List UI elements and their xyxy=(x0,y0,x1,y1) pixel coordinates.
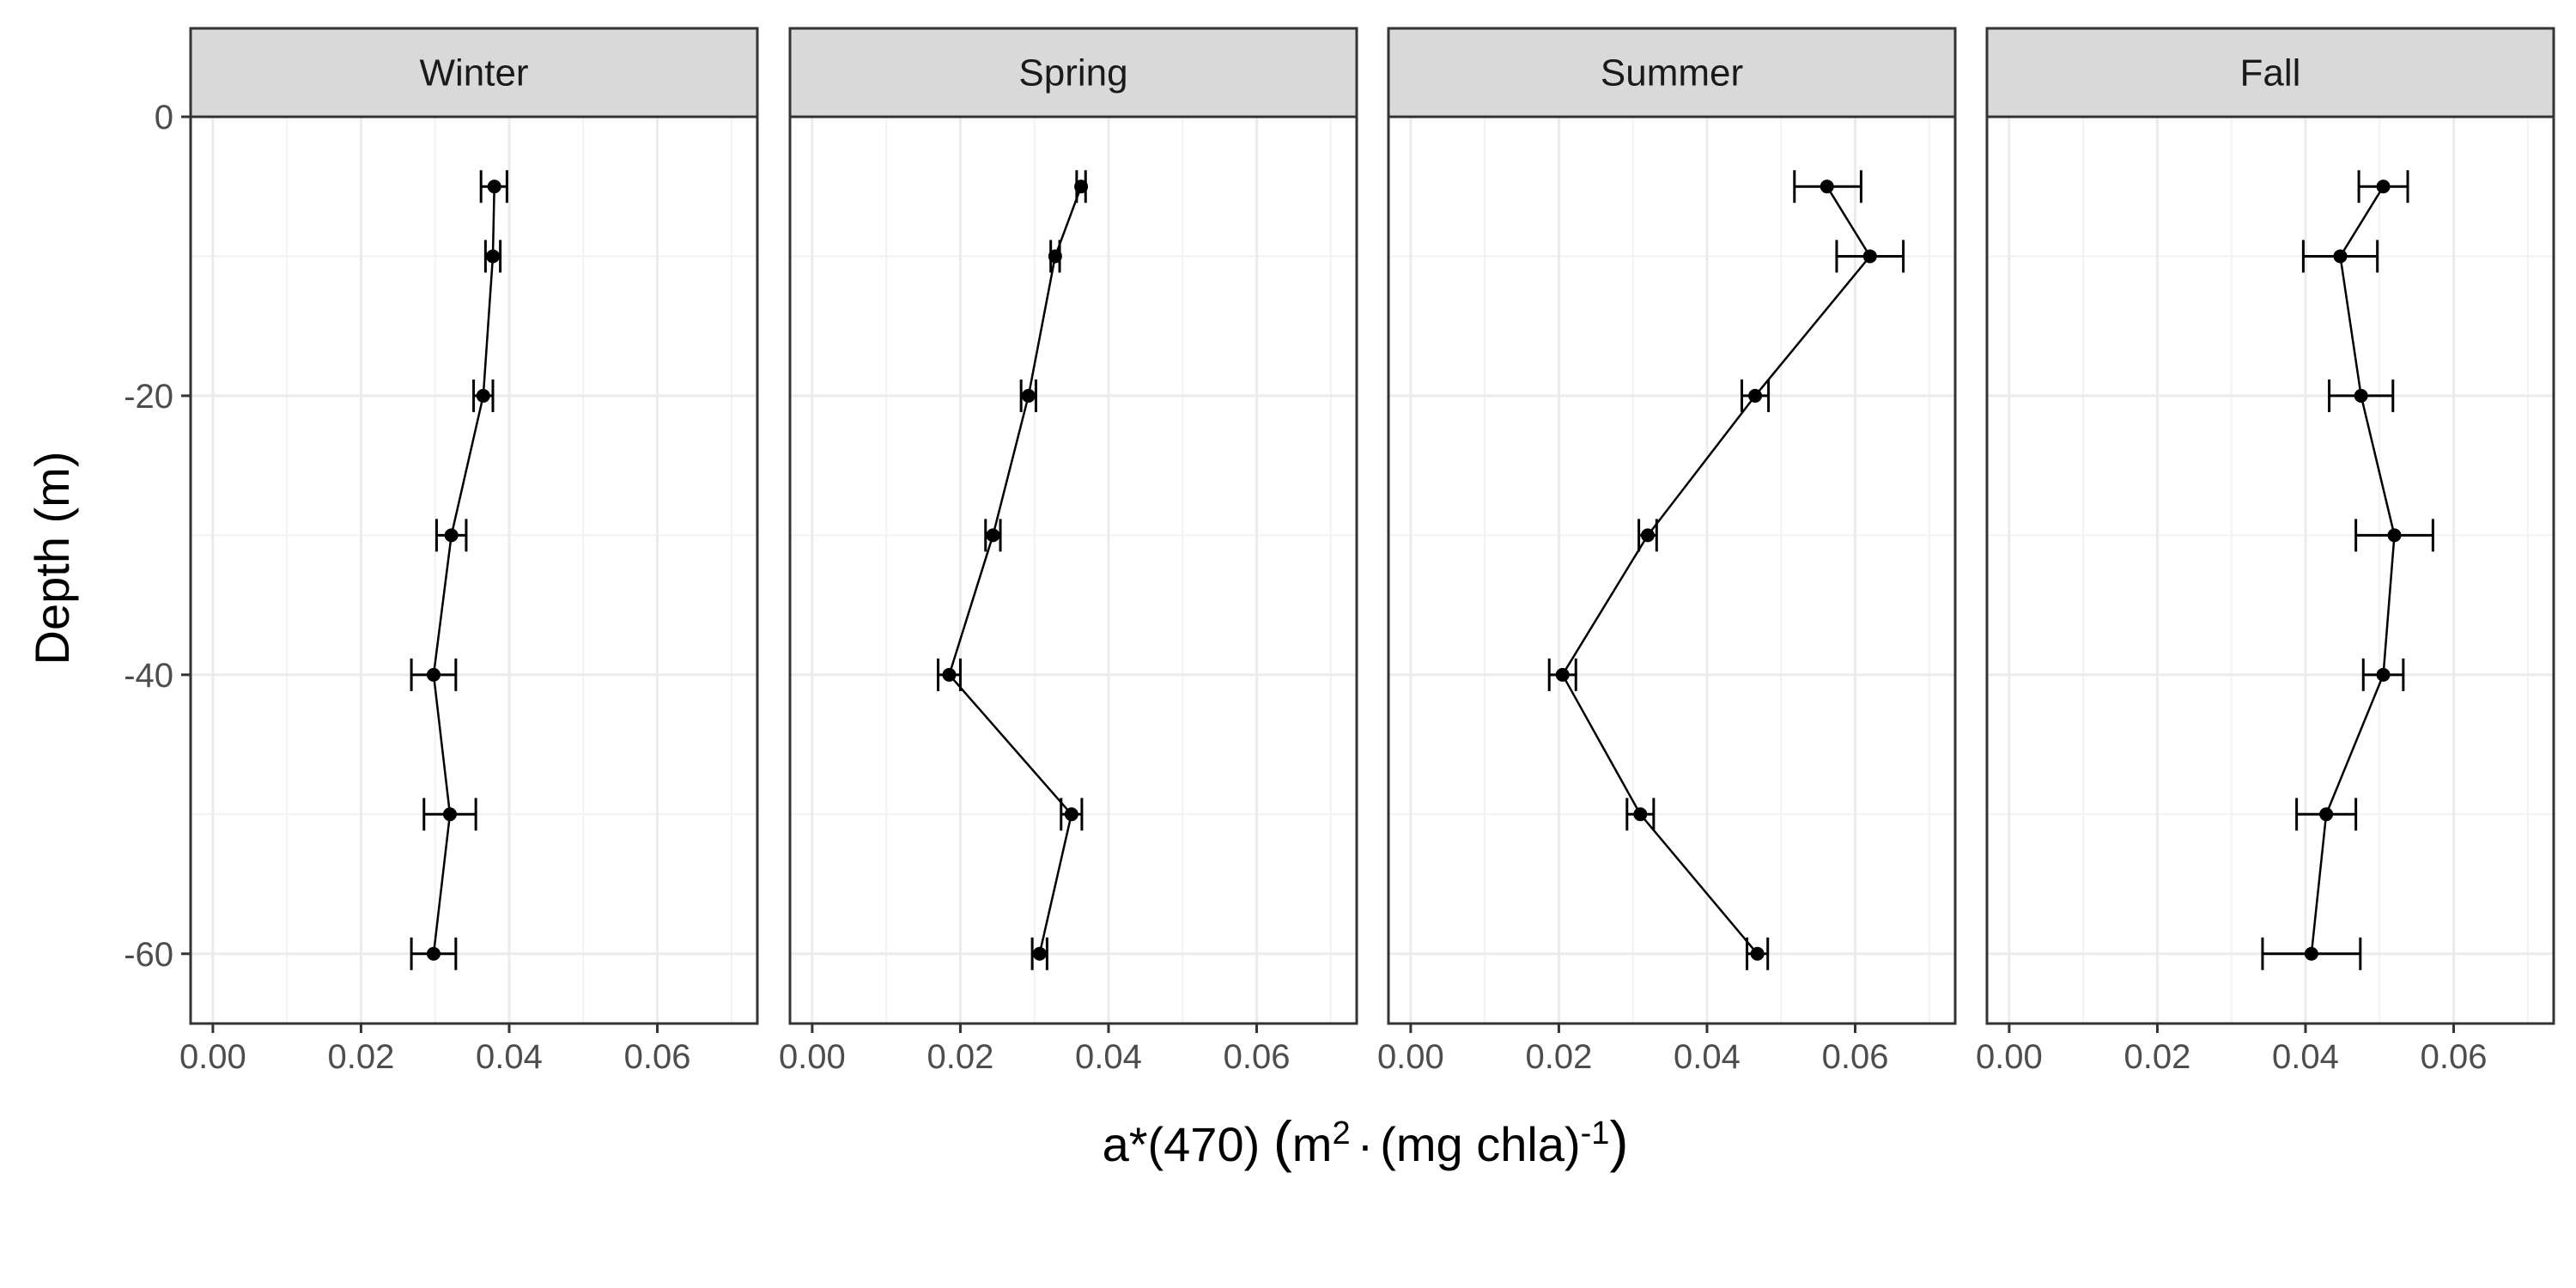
data-point xyxy=(1032,946,1047,961)
data-point xyxy=(2354,388,2368,403)
x-tick-label: 0.06 xyxy=(624,1038,691,1076)
x-tick-label: 0.00 xyxy=(779,1038,846,1076)
data-point xyxy=(1064,807,1078,822)
panel-border xyxy=(788,115,1358,1025)
data-point xyxy=(1748,388,1763,403)
facet-winter: Winter 0.00 0.02 0.04 0.06 0 -20 -40 -60 xyxy=(124,27,759,1076)
panel-border xyxy=(1387,115,1957,1025)
data-point xyxy=(1074,179,1089,194)
facet-spring: Spring 0.00 0.02 0.04 0.06 xyxy=(779,27,1358,1076)
x-tick-label: 0.02 xyxy=(1526,1038,1593,1076)
strip-background xyxy=(1387,27,1957,118)
x-axis-title-mg-chla: (mg chla) xyxy=(1380,1117,1580,1171)
panel-border xyxy=(189,115,759,1025)
y-axis-title: Depth (m) xyxy=(25,452,79,665)
x-tick-label: 0.00 xyxy=(179,1038,246,1076)
x-axis-title: a*(470) (m2 · (mg chla)-1) xyxy=(1103,1109,1629,1173)
x-tick-label: 0.06 xyxy=(1224,1038,1291,1076)
data-point xyxy=(442,807,457,822)
data-point xyxy=(486,249,500,264)
x-tick-label: 0.02 xyxy=(2124,1038,2191,1076)
x-axis-title-sup-2: 2 xyxy=(1332,1115,1350,1151)
strip-label: Fall xyxy=(2240,52,2301,94)
data-point xyxy=(426,946,440,961)
x-axis-title-close-paren: ) xyxy=(1609,1109,1628,1173)
data-point xyxy=(444,528,459,543)
data-point xyxy=(487,179,501,194)
data-point xyxy=(1750,946,1765,961)
x-tick-label: 0.00 xyxy=(1976,1038,2043,1076)
data-point xyxy=(2319,807,2334,822)
x-tick-label: 0.06 xyxy=(1822,1038,1889,1076)
x-tick-label: 0.04 xyxy=(476,1038,543,1076)
strip-background xyxy=(1985,27,2555,118)
x-tick-label: 0.04 xyxy=(1674,1038,1741,1076)
data-point xyxy=(2376,667,2391,682)
panel-background xyxy=(1987,117,2554,1024)
data-point xyxy=(986,528,1000,543)
facet-summer: Summer 0.00 0.02 0.04 0.06 xyxy=(1377,27,1957,1076)
data-point xyxy=(1048,249,1062,264)
x-tick-label: 0.02 xyxy=(927,1038,994,1076)
data-point xyxy=(1862,249,1877,264)
x-axis-title-main: a*(470) xyxy=(1103,1117,1273,1171)
strip-background xyxy=(788,27,1358,118)
strip-label: Summer xyxy=(1601,52,1743,94)
data-point xyxy=(1820,179,1834,194)
x-tick-label: 0.04 xyxy=(1075,1038,1142,1076)
data-point xyxy=(2376,179,2391,194)
data-point xyxy=(1021,388,1036,403)
data-point xyxy=(942,667,957,682)
panel-background xyxy=(790,117,1357,1024)
strip-label: Winter xyxy=(419,52,528,94)
x-axis-title-dot: · xyxy=(1358,1117,1374,1171)
y-tick-label: -20 xyxy=(124,378,173,416)
strip-label: Spring xyxy=(1018,52,1127,94)
x-tick-label: 0.06 xyxy=(2421,1038,2488,1076)
x-tick-label: 0.00 xyxy=(1377,1038,1444,1076)
y-tick-label: 0 xyxy=(155,99,173,137)
y-tick-label: -60 xyxy=(124,936,173,974)
panel-border xyxy=(1985,115,2555,1025)
data-point xyxy=(426,667,440,682)
data-point xyxy=(2387,528,2402,543)
x-tick-label: 0.04 xyxy=(2272,1038,2339,1076)
x-tick-label: 0.02 xyxy=(328,1038,395,1076)
y-tick-label: -40 xyxy=(124,657,173,695)
x-axis-title-sup-minus1: -1 xyxy=(1581,1115,1610,1151)
data-point xyxy=(1555,667,1570,682)
facet-fall: Fall 0.00 0.02 0.04 0.06 xyxy=(1976,27,2555,1076)
data-point xyxy=(1633,807,1648,822)
panel-background xyxy=(191,117,757,1024)
data-point xyxy=(2304,946,2318,961)
strip-background xyxy=(189,27,759,118)
x-axis-title-open-paren: ( xyxy=(1273,1109,1292,1173)
data-point xyxy=(2333,249,2348,264)
x-axis-title-unit-m: m xyxy=(1292,1117,1333,1171)
data-point xyxy=(1640,528,1655,543)
facet-panels: Winter 0.00 0.02 0.04 0.06 0 -20 -40 -60 Spring 0.… xyxy=(124,27,2555,1076)
data-point xyxy=(476,388,490,403)
